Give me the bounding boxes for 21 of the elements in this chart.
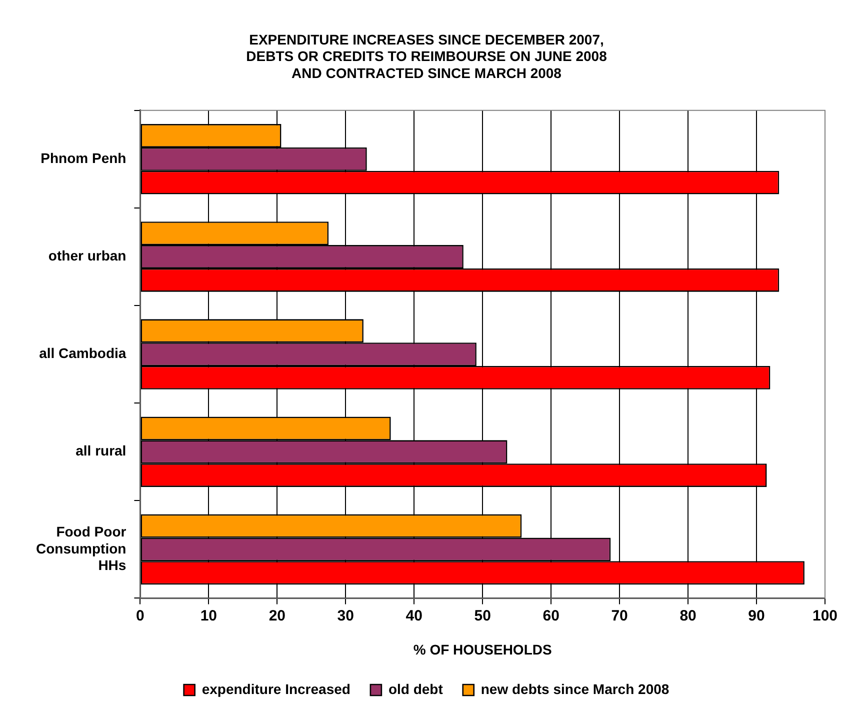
y-tick-label: Food Poor Consumption HHs [36,523,127,574]
y-tick-label: Phnom Penh [40,150,126,166]
legend-label: old debt [388,680,444,697]
x-tick-label: 70 [611,607,628,624]
x-tick-label: 20 [268,607,286,624]
x-tick-label: 50 [474,607,491,624]
chart-title: EXPENDITURE INCREASES SINCE DECEMBER 2007, DEBTS OR CREDITS TO REIMBOURSE ON JUNE 2008 AND CONTRACTED SINCE MARCH 2008 [246,31,608,81]
x-tick-label: 80 [680,607,696,624]
x-tick-label: 10 [200,607,218,624]
x-tick-label: 60 [542,607,560,624]
legend-label: new debts since March 2008 [480,680,670,697]
x-tick-label: 30 [337,607,354,624]
y-tick-label: all rural [76,442,126,459]
x-tick-label: 100 [812,607,838,624]
x-axis-title: % OF HOUSEHOLDS [413,641,552,658]
x-tick-label: 90 [748,607,765,624]
y-tick-label: other urban [48,248,126,264]
y-tick-label: all Cambodia [39,345,126,362]
legend-label: expenditure Increased [202,680,350,697]
x-tick-label: 40 [406,607,422,624]
x-tick-label: 0 [136,607,144,624]
